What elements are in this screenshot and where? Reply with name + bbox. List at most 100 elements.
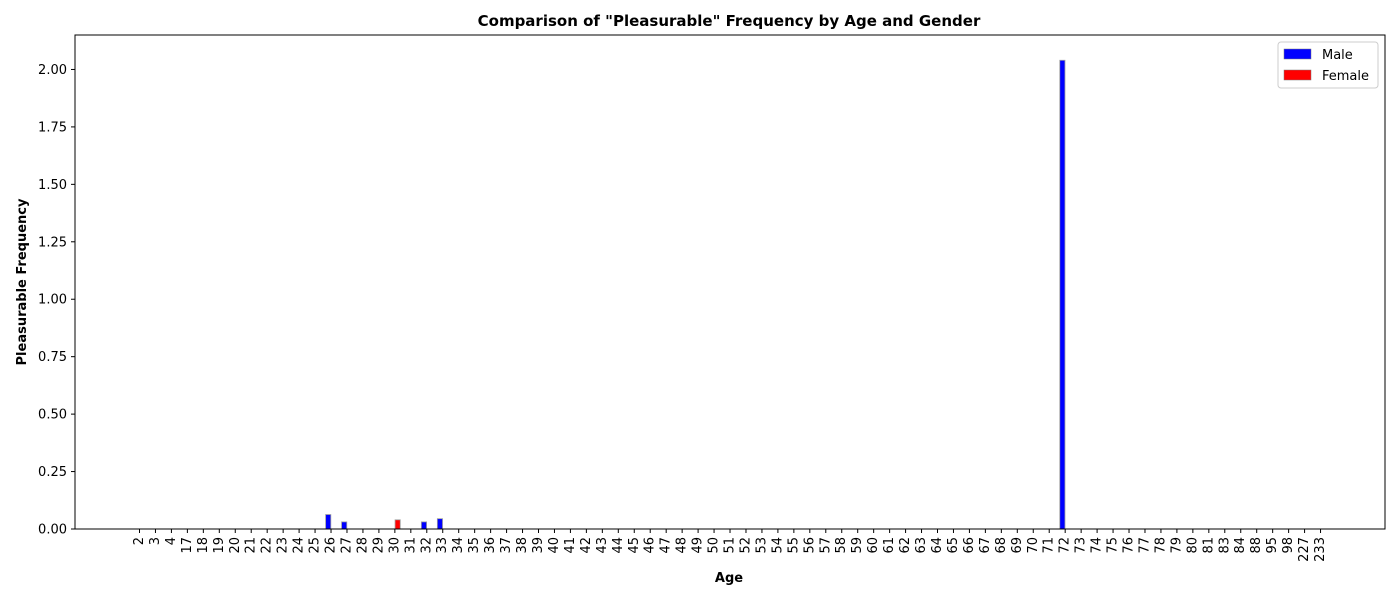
chart-title: Comparison of "Pleasurable" Frequency by… [478, 12, 981, 30]
y-tick-label: 1.25 [38, 235, 67, 250]
legend-label-female: Female [1322, 69, 1369, 84]
x-tick-label: 76 [1122, 537, 1137, 554]
x-tick-label: 28 [355, 537, 370, 554]
y-axis: 0.00 0.25 0.50 0.75 1.00 1.25 1.50 1.75 2.00 [38, 63, 75, 538]
x-axis: 2 3 4 17 18 19 20 21 22 23 24 25 26 27 28 29 30 31 32 33 34 3… [132, 529, 1328, 562]
x-tick-label: 38 [515, 537, 530, 554]
y-tick-label: 1.00 [38, 293, 67, 308]
x-tick-label: 29 [371, 537, 386, 554]
x-tick-label: 23 [276, 537, 291, 554]
bar-female-age-30 [394, 519, 401, 530]
x-tick-label: 79 [1169, 537, 1184, 554]
x-tick-label: 18 [196, 537, 211, 554]
x-tick-label: 65 [946, 537, 961, 554]
x-tick-label: 32 [419, 537, 434, 554]
x-tick-label: 57 [818, 537, 833, 554]
x-tick-label: 4 [164, 537, 179, 545]
x-tick-label: 95 [1265, 537, 1280, 554]
x-tick-label: 233 [1313, 537, 1328, 562]
x-tick-label: 81 [1201, 537, 1216, 554]
x-tick-label: 47 [659, 537, 674, 554]
plot-frame [74, 34, 1386, 530]
x-tick-label: 41 [563, 537, 578, 554]
x-tick-label: 55 [786, 537, 801, 554]
x-tick-label: 54 [770, 537, 785, 554]
x-tick-label: 56 [802, 537, 817, 554]
x-tick-label: 3 [148, 537, 163, 545]
x-tick-label: 72 [1058, 537, 1073, 554]
x-tick-label: 40 [547, 537, 562, 554]
x-tick-label: 98 [1281, 537, 1296, 554]
x-tick-label: 61 [882, 537, 897, 554]
x-tick-label: 48 [675, 537, 690, 554]
x-tick-label: 67 [978, 537, 993, 554]
x-tick-label: 51 [723, 537, 738, 554]
bar-male-age-26 [325, 514, 332, 530]
bar-male-age-27 [341, 521, 348, 530]
x-tick-label: 74 [1090, 537, 1105, 554]
x-tick-label: 20 [228, 537, 243, 554]
x-tick-label: 45 [627, 537, 642, 554]
x-tick-label: 77 [1137, 537, 1152, 554]
bar-male-age-72 [1059, 59, 1066, 530]
x-tick-label: 64 [930, 537, 945, 554]
x-tick-label: 25 [308, 537, 323, 554]
x-tick-label: 60 [866, 537, 881, 554]
x-tick-label: 63 [914, 537, 929, 554]
legend-swatch-female [1283, 69, 1312, 81]
x-tick-label: 73 [1074, 537, 1089, 554]
x-tick-label: 52 [738, 537, 753, 554]
x-tick-label: 2 [132, 537, 147, 545]
x-axis-label: Age [715, 571, 743, 586]
x-tick-label: 62 [898, 537, 913, 554]
x-tick-label: 39 [531, 537, 546, 554]
x-tick-label: 70 [1026, 537, 1041, 554]
x-tick-label: 59 [850, 537, 865, 554]
x-tick-label: 227 [1297, 537, 1312, 562]
x-tick-label: 26 [324, 537, 339, 554]
x-tick-label: 84 [1233, 537, 1248, 554]
x-tick-label: 58 [834, 537, 849, 554]
x-tick-label: 71 [1042, 537, 1057, 554]
x-tick-label: 80 [1185, 537, 1200, 554]
x-tick-label: 27 [339, 537, 354, 554]
y-tick-label: 0.00 [38, 523, 67, 538]
x-tick-label: 75 [1106, 537, 1121, 554]
legend-label-male: Male [1322, 48, 1353, 63]
x-tick-label: 30 [387, 537, 402, 554]
x-tick-label: 53 [754, 537, 769, 554]
bar-male-age-32 [420, 521, 427, 530]
x-tick-label: 31 [403, 537, 418, 554]
x-tick-label: 35 [467, 537, 482, 554]
x-tick-label: 21 [244, 537, 259, 554]
y-tick-label: 2.00 [38, 63, 67, 78]
x-tick-label: 33 [435, 537, 450, 554]
x-tick-label: 66 [962, 537, 977, 554]
x-tick-label: 50 [707, 537, 722, 554]
x-tick-label: 17 [180, 537, 195, 554]
x-tick-label: 68 [994, 537, 1009, 554]
x-tick-label: 78 [1153, 537, 1168, 554]
x-tick-label: 69 [1010, 537, 1025, 554]
y-tick-label: 0.75 [38, 350, 67, 365]
x-tick-label: 36 [483, 537, 498, 554]
x-tick-label: 46 [643, 537, 658, 554]
x-tick-label: 44 [611, 537, 626, 554]
x-tick-label: 83 [1217, 537, 1232, 554]
y-tick-label: 1.50 [38, 178, 67, 193]
y-tick-label: 0.25 [38, 465, 67, 480]
x-tick-label: 49 [691, 537, 706, 554]
plot-area [75, 35, 1385, 529]
x-tick-label: 43 [595, 537, 610, 554]
x-tick-label: 42 [579, 537, 594, 554]
y-axis-label: Pleasurable Frequency [15, 198, 30, 365]
x-tick-label: 88 [1249, 537, 1264, 554]
bar-male-age-33 [436, 518, 443, 530]
x-tick-label: 37 [499, 537, 514, 554]
y-tick-label: 0.50 [38, 408, 67, 423]
y-tick-label: 1.75 [38, 120, 67, 135]
x-tick-label: 22 [260, 537, 275, 554]
x-tick-label: 19 [212, 537, 227, 554]
legend: Male Female [1277, 41, 1379, 89]
